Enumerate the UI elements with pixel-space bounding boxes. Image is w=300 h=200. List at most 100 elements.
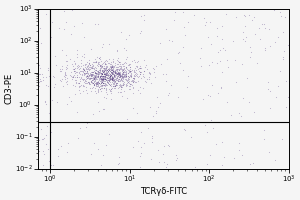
Point bbox=[101, 64, 106, 68]
Point bbox=[127, 70, 132, 74]
Point bbox=[220, 141, 225, 144]
Point bbox=[85, 68, 90, 71]
Point bbox=[123, 71, 128, 74]
Point bbox=[75, 74, 80, 77]
Point bbox=[145, 67, 149, 71]
Point bbox=[113, 72, 118, 75]
Point bbox=[76, 71, 81, 74]
Point bbox=[96, 74, 100, 77]
Point bbox=[281, 31, 286, 34]
Point bbox=[105, 68, 110, 72]
Point bbox=[103, 58, 108, 61]
Point bbox=[106, 58, 111, 61]
Point bbox=[69, 8, 74, 11]
Point bbox=[122, 82, 126, 86]
Point bbox=[131, 69, 136, 72]
Point bbox=[108, 78, 112, 81]
Point bbox=[137, 32, 142, 35]
Point bbox=[125, 79, 130, 82]
Point bbox=[90, 64, 94, 67]
Point bbox=[92, 84, 97, 87]
Point bbox=[123, 69, 128, 72]
Point bbox=[103, 62, 107, 65]
Point bbox=[101, 69, 106, 73]
Point bbox=[42, 101, 47, 104]
Point bbox=[114, 81, 119, 84]
Point bbox=[72, 75, 77, 78]
Point bbox=[72, 69, 77, 72]
Point bbox=[85, 65, 90, 68]
Point bbox=[285, 8, 290, 11]
Point bbox=[254, 62, 259, 65]
Point bbox=[101, 71, 106, 74]
Point bbox=[100, 79, 105, 82]
Point bbox=[262, 46, 267, 50]
Point bbox=[62, 9, 67, 12]
Point bbox=[110, 77, 114, 80]
Point bbox=[118, 84, 123, 87]
Point bbox=[213, 142, 218, 145]
Point bbox=[77, 86, 82, 89]
Point bbox=[166, 143, 171, 147]
Point bbox=[81, 69, 85, 72]
Point bbox=[116, 72, 121, 75]
Point bbox=[134, 68, 139, 71]
Point bbox=[124, 66, 129, 69]
Point bbox=[101, 66, 106, 69]
Point bbox=[141, 75, 146, 78]
Point bbox=[208, 20, 213, 23]
Point bbox=[101, 72, 106, 75]
Point bbox=[46, 74, 51, 77]
X-axis label: TCRγδ-FITC: TCRγδ-FITC bbox=[140, 187, 187, 196]
Point bbox=[116, 75, 120, 78]
Point bbox=[182, 26, 187, 29]
Point bbox=[232, 58, 237, 61]
Point bbox=[181, 11, 186, 14]
Point bbox=[60, 67, 65, 70]
Point bbox=[103, 72, 108, 75]
Point bbox=[148, 71, 152, 74]
Point bbox=[108, 91, 113, 94]
Point bbox=[82, 67, 86, 70]
Point bbox=[96, 71, 101, 74]
Point bbox=[148, 72, 153, 75]
Point bbox=[137, 85, 142, 88]
Point bbox=[80, 67, 85, 70]
Point bbox=[108, 74, 113, 78]
Point bbox=[203, 123, 208, 126]
Point bbox=[70, 75, 75, 78]
Point bbox=[137, 65, 142, 68]
Point bbox=[136, 79, 141, 82]
Point bbox=[93, 75, 98, 78]
Point bbox=[103, 66, 108, 70]
Point bbox=[80, 63, 85, 66]
Point bbox=[125, 64, 130, 67]
Point bbox=[99, 74, 104, 77]
Point bbox=[111, 66, 116, 69]
Point bbox=[124, 83, 129, 86]
Point bbox=[100, 66, 104, 69]
Point bbox=[209, 84, 214, 87]
Point bbox=[98, 84, 102, 88]
Point bbox=[122, 70, 126, 73]
Point bbox=[156, 160, 161, 164]
Point bbox=[85, 73, 90, 76]
Point bbox=[107, 89, 112, 92]
Point bbox=[241, 31, 246, 34]
Point bbox=[141, 86, 146, 90]
Point bbox=[110, 68, 115, 71]
Point bbox=[118, 88, 123, 91]
Point bbox=[110, 76, 115, 79]
Point bbox=[108, 62, 112, 66]
Point bbox=[237, 111, 242, 114]
Point bbox=[80, 69, 84, 73]
Point bbox=[107, 66, 112, 70]
Point bbox=[123, 67, 128, 70]
Point bbox=[119, 85, 124, 89]
Point bbox=[46, 84, 50, 88]
Point bbox=[87, 82, 92, 85]
Point bbox=[65, 76, 70, 79]
Point bbox=[147, 71, 152, 74]
Point bbox=[116, 156, 121, 159]
Point bbox=[142, 79, 147, 82]
